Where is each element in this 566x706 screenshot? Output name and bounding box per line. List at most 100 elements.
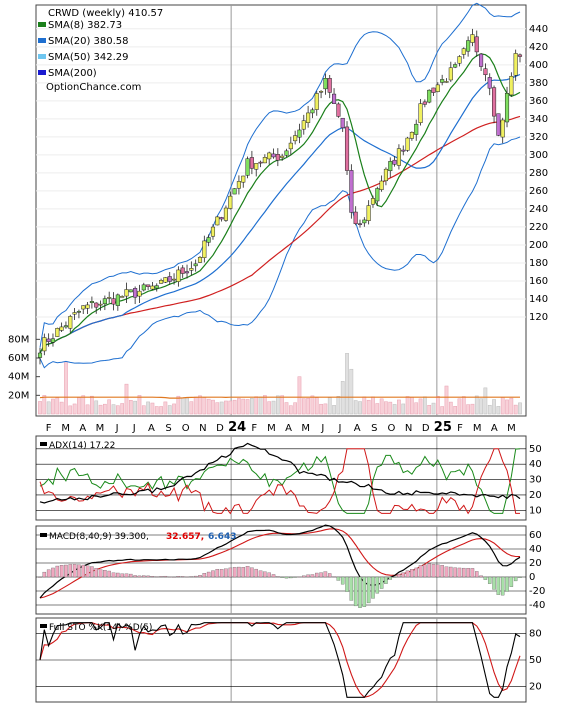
indicator-tick-label: -40 — [529, 600, 545, 611]
volume-bar — [94, 400, 99, 415]
x-tick-label: F — [46, 423, 52, 434]
macd-histogram-bar — [405, 570, 410, 578]
legend-swatch-sma200 — [38, 70, 46, 75]
volume-bar — [397, 399, 401, 415]
volume-bar — [90, 395, 94, 415]
price-tick-label: 300 — [529, 150, 548, 161]
macd-histogram-bar — [366, 576, 371, 604]
volume-bar — [206, 398, 211, 415]
volume-bar — [323, 403, 328, 415]
x-tick-label: F — [251, 423, 257, 434]
macd-histogram-bar — [263, 571, 267, 578]
volume-average-line — [39, 396, 520, 399]
macd-histogram-bar — [77, 564, 81, 578]
price-tick-label: 280 — [529, 168, 548, 179]
x-tick-label: F — [457, 423, 463, 434]
candle-body — [150, 285, 155, 290]
candle-body — [435, 84, 440, 92]
x-tick-label: S — [165, 423, 171, 434]
macd-histogram-bar — [42, 571, 47, 578]
legend-sma20: SMA(20) 380.58 — [48, 36, 129, 47]
volume-bar — [275, 395, 280, 415]
x-tick-label: 25 — [434, 420, 452, 435]
candle-body — [59, 326, 64, 331]
indicator-tick-label: 50 — [529, 655, 542, 666]
macd-histogram-bar — [466, 567, 470, 578]
volume-bar — [141, 405, 146, 415]
macd-histogram-bar — [176, 576, 181, 578]
volume-bar — [258, 396, 263, 415]
macd-histogram-bar — [384, 576, 388, 584]
indicator-tick-label: 40 — [529, 459, 542, 470]
volume-bar — [301, 398, 306, 415]
macd-histogram-bar — [332, 576, 336, 578]
macd-histogram-bar — [483, 576, 488, 580]
candle-body — [284, 150, 289, 156]
volume-bar — [423, 396, 427, 415]
macd-histogram-bar — [189, 576, 194, 578]
candle-body — [46, 338, 51, 342]
candle-body — [141, 284, 146, 291]
macd-histogram-bar — [375, 576, 380, 594]
volume-bar — [137, 395, 142, 415]
volume-bar — [500, 397, 505, 415]
volume-bar — [159, 406, 163, 415]
candle-body — [414, 123, 419, 135]
macd-histogram-bar — [414, 567, 418, 578]
x-tick-label: S — [371, 423, 377, 434]
candle-body — [223, 207, 228, 221]
price-tick-label: 260 — [529, 186, 548, 197]
x-tick-label: N — [199, 423, 206, 434]
macd-histogram-bar — [392, 576, 397, 578]
volume-bar — [176, 395, 181, 415]
macd-histogram-bar — [85, 565, 90, 578]
macd-histogram-bar — [327, 573, 332, 578]
macd-histogram-bar — [94, 568, 98, 578]
macd-histogram-bar — [228, 567, 233, 578]
bollinger-upper-line — [39, 2, 521, 348]
price-series — [37, 2, 523, 698]
candle-body — [206, 237, 211, 243]
candle-body — [163, 277, 168, 283]
volume-bar — [267, 401, 272, 415]
x-tick-label: A — [354, 423, 361, 434]
macd-histogram-bar — [142, 575, 146, 578]
macd-histogram-bar — [397, 573, 401, 578]
volume-bar — [362, 396, 367, 415]
volume-bar — [371, 396, 375, 415]
candle-body — [293, 135, 298, 142]
macd-hist-value: 6.643 — [208, 532, 236, 542]
macd-histogram-bar — [431, 564, 436, 578]
candle-body — [258, 161, 263, 164]
volume-bar — [435, 395, 440, 415]
volume-bar — [487, 404, 492, 415]
macd-histogram-bar — [453, 567, 457, 578]
macd-signal-value: 32.657, — [166, 532, 204, 542]
price-tick-label: 420 — [529, 42, 548, 53]
macd-histogram-bar — [120, 573, 124, 578]
price-tick-label: 400 — [529, 60, 548, 71]
macd-histogram-bar — [159, 576, 163, 578]
volume-bar — [215, 402, 220, 415]
macd-histogram-bar — [475, 571, 479, 578]
candle-body — [461, 48, 466, 55]
candle-body — [37, 352, 43, 358]
x-tick-label: 24 — [228, 420, 246, 435]
indicator-tick-label: 20 — [529, 490, 542, 501]
candle-body — [146, 284, 151, 287]
macd-histogram-bar — [116, 572, 120, 578]
macd-histogram-bar — [353, 576, 358, 607]
x-tick-label: M — [61, 423, 70, 434]
volume-bar — [254, 396, 259, 415]
candle-body — [111, 298, 116, 305]
volume-bars — [38, 353, 522, 415]
price-panel-frame — [35, 4, 527, 417]
candle-body — [314, 93, 319, 110]
candle-body — [392, 159, 397, 165]
macd-histogram-bar — [250, 567, 254, 578]
volume-bar — [496, 406, 501, 415]
legend-swatch-sma20 — [38, 38, 46, 43]
macd-histogram-bar — [180, 576, 185, 578]
macd-histogram-bar — [64, 564, 68, 578]
indicator-tick-label: 20 — [529, 682, 542, 693]
